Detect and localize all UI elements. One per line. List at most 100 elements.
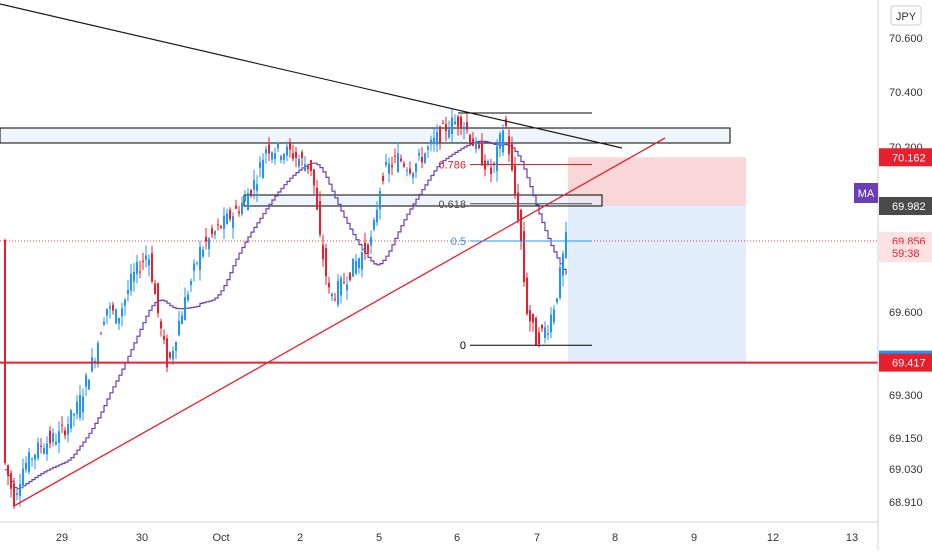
- price-tick-label: 69.150: [889, 433, 923, 445]
- candle-body: [175, 341, 177, 351]
- candle-body: [565, 231, 567, 258]
- candle-body: [397, 153, 399, 172]
- candle-body: [487, 161, 489, 165]
- candle-body: [514, 165, 516, 195]
- candle-body: [82, 396, 84, 413]
- candle-body: [88, 379, 90, 390]
- candle-body: [181, 315, 183, 325]
- candle-body: [370, 236, 372, 246]
- candle-body: [271, 152, 273, 160]
- price-label-bg: [879, 148, 932, 167]
- position-zones: [568, 157, 746, 363]
- candle-body: [118, 318, 120, 324]
- candle-body: [517, 192, 519, 221]
- candle-body: [13, 483, 15, 507]
- candle-body: [124, 299, 126, 306]
- candle-body: [148, 259, 150, 266]
- candle-body: [322, 244, 324, 260]
- candle-body: [391, 165, 393, 168]
- candle-body: [364, 242, 366, 253]
- price-label: 59:38: [892, 248, 920, 260]
- price-tick-label: 68.910: [889, 497, 923, 509]
- candle-body: [466, 122, 468, 130]
- candle-body: [403, 163, 405, 167]
- candle-body: [262, 159, 264, 179]
- candle-body: [523, 231, 525, 283]
- candle-body: [334, 298, 336, 300]
- candle-body: [436, 132, 438, 145]
- candle-body: [73, 413, 75, 416]
- candle-body: [4, 240, 6, 463]
- candle-body: [220, 225, 222, 228]
- candle-body: [52, 433, 54, 443]
- candle-body: [10, 473, 12, 489]
- candle-body: [499, 133, 501, 149]
- candle-body: [376, 209, 378, 223]
- candle-body: [529, 310, 531, 322]
- candle-body: [505, 118, 507, 127]
- candle-body: [424, 153, 426, 163]
- ma-badge: [854, 183, 878, 203]
- candle-body: [145, 255, 147, 260]
- price-label-bg: [879, 353, 932, 372]
- candle-body: [31, 458, 33, 460]
- ascending-trendline: [13, 137, 666, 507]
- candle-body: [76, 401, 78, 414]
- candle-body: [16, 493, 18, 495]
- time-tick-label: 8: [612, 532, 618, 544]
- candle-body: [25, 463, 27, 470]
- candle-body: [535, 317, 537, 346]
- descending-trendline: [0, 3, 623, 149]
- candle-body: [343, 282, 345, 284]
- candle-body: [283, 153, 285, 160]
- candle-body: [538, 332, 540, 345]
- candle-body: [355, 260, 357, 274]
- candle-body: [22, 468, 24, 486]
- candle-body: [196, 262, 198, 264]
- candle-body: [295, 151, 297, 158]
- candle-body: [208, 238, 210, 250]
- candle-body: [301, 152, 303, 159]
- candle-body: [280, 156, 282, 160]
- time-tick-label: 2: [297, 532, 303, 544]
- price-tick-label: 69.030: [889, 464, 923, 476]
- candle-body: [367, 244, 369, 254]
- candle-body: [358, 258, 360, 269]
- candle-body: [265, 149, 267, 154]
- candle-body: [154, 283, 156, 295]
- moving-average: [5, 140, 567, 490]
- candles: [4, 108, 567, 509]
- candle-body: [79, 395, 81, 418]
- candle-body: [469, 134, 471, 143]
- candle-body: [496, 146, 498, 172]
- time-tick-label: 7: [534, 532, 540, 544]
- candle-body: [112, 304, 114, 311]
- candle-body: [67, 424, 69, 435]
- candle-body: [289, 142, 291, 150]
- candle-body: [214, 231, 216, 235]
- candle-body: [508, 136, 510, 155]
- candle-body: [502, 130, 504, 153]
- currency-button: [890, 5, 922, 26]
- candle-body: [454, 121, 456, 125]
- candle-body: [103, 321, 105, 325]
- candle-body: [256, 184, 258, 191]
- candle-body: [46, 443, 48, 455]
- candle-body: [409, 168, 411, 174]
- candle-body: [313, 169, 315, 186]
- candle-body: [115, 309, 117, 324]
- candle-body: [481, 142, 483, 166]
- candle-body: [511, 144, 513, 171]
- candle-body: [199, 247, 201, 271]
- candle-body: [184, 297, 186, 321]
- candle-body: [382, 176, 384, 182]
- candle-body: [532, 313, 534, 323]
- candle-body: [151, 253, 153, 282]
- candle-body: [286, 146, 288, 156]
- candle-body: [19, 483, 21, 496]
- candle-body: [70, 409, 72, 429]
- candle-body: [361, 252, 363, 270]
- candle-body: [172, 350, 174, 360]
- fib-level-label: 0: [460, 340, 466, 352]
- candle-body: [352, 258, 354, 277]
